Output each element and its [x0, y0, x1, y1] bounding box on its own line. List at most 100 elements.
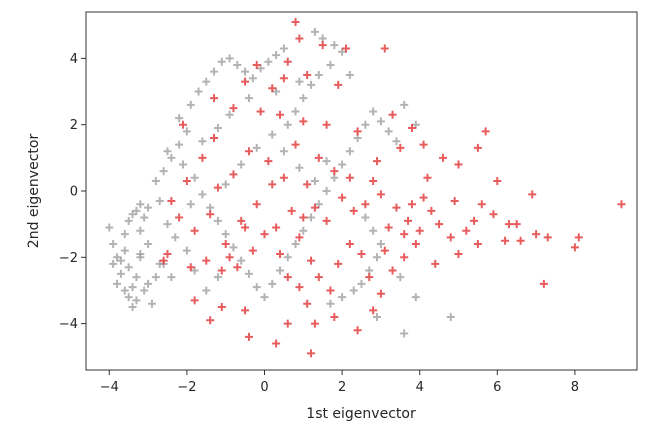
red-plus-marker — [326, 286, 335, 295]
red-plus-marker — [272, 339, 281, 348]
red-plus-marker — [369, 177, 378, 186]
red-plus-marker — [617, 200, 626, 209]
grey-plus-marker — [140, 213, 149, 222]
grey-plus-marker — [229, 243, 238, 252]
red-plus-marker — [241, 306, 250, 315]
grey-plus-marker — [113, 279, 122, 288]
red-plus-marker — [477, 200, 486, 209]
red-plus-marker — [411, 240, 420, 249]
red-plus-marker — [225, 253, 234, 262]
grey-plus-marker — [291, 240, 300, 249]
grey-plus-marker — [136, 253, 145, 262]
grey-plus-marker — [159, 167, 168, 176]
grey-plus-marker — [167, 153, 176, 162]
y-tick-label: 4 — [70, 52, 78, 67]
red-plus-marker — [256, 107, 265, 116]
red-plus-marker — [182, 177, 191, 186]
grey-plus-marker — [182, 127, 191, 136]
red-plus-marker — [221, 240, 230, 249]
red-plus-marker — [415, 226, 424, 235]
grey-plus-marker — [376, 240, 385, 249]
red-plus-marker — [299, 117, 308, 126]
red-plus-marker — [213, 183, 222, 192]
grey-plus-marker — [369, 107, 378, 116]
grey-plus-marker — [116, 269, 125, 278]
y-axis: −4 −2 0 2 4 — [59, 52, 86, 332]
grey-plus-marker — [217, 57, 226, 66]
red-plus-marker — [210, 133, 219, 142]
red-plus-marker — [303, 70, 312, 79]
red-plus-marker — [438, 153, 447, 162]
red-plus-marker — [252, 61, 261, 70]
x-tick-label: 0 — [260, 380, 268, 395]
red-plus-marker — [435, 220, 444, 229]
grey-plus-marker — [244, 94, 253, 103]
red-plus-marker — [310, 203, 319, 212]
grey-plus-marker — [109, 240, 118, 249]
red-plus-marker — [419, 193, 428, 202]
grey-plus-marker — [252, 283, 261, 292]
red-plus-marker — [450, 196, 459, 205]
grey-plus-marker — [295, 163, 304, 172]
red-plus-marker — [272, 223, 281, 232]
red-plus-marker — [276, 110, 285, 119]
y-tick-label: −2 — [59, 251, 78, 266]
red-plus-marker — [481, 127, 490, 136]
grey-plus-marker — [175, 114, 184, 123]
grey-plus-marker — [128, 283, 137, 292]
red-plus-marker — [307, 349, 316, 358]
y-tick-label: 2 — [70, 118, 78, 133]
grey-plus-marker — [171, 233, 180, 242]
grey-plus-marker — [128, 210, 137, 219]
grey-plus-marker — [349, 286, 358, 295]
red-plus-marker — [341, 44, 350, 53]
red-plus-marker — [190, 296, 199, 305]
grey-plus-marker — [124, 293, 133, 302]
red-plus-marker — [473, 240, 482, 249]
red-plus-marker — [303, 180, 312, 189]
grey-plus-marker — [299, 94, 308, 103]
grey-plus-marker — [213, 216, 222, 225]
grey-plus-marker — [140, 286, 149, 295]
red-plus-marker — [283, 57, 292, 66]
red-plus-marker — [501, 236, 510, 245]
red-plus-marker — [252, 200, 261, 209]
grey-plus-marker — [120, 246, 129, 255]
red-plus-marker — [353, 127, 362, 136]
grey-plus-marker — [213, 124, 222, 133]
red-plus-marker — [237, 216, 246, 225]
grey-plus-marker — [186, 200, 195, 209]
red-plus-marker — [314, 153, 323, 162]
red-plus-marker — [400, 230, 409, 239]
red-plus-marker — [427, 206, 436, 215]
red-plus-marker — [380, 44, 389, 53]
grey-plus-marker — [237, 160, 246, 169]
grey-plus-marker — [128, 303, 137, 312]
red-plus-marker — [528, 190, 537, 199]
red-plus-marker — [454, 249, 463, 258]
grey-plus-marker — [357, 279, 366, 288]
red-plus-marker — [431, 259, 440, 268]
grey-plus-marker — [392, 137, 401, 146]
red-plus-marker — [310, 319, 319, 328]
red-plus-marker — [210, 94, 219, 103]
x-tick-label: 8 — [571, 380, 579, 395]
grey-plus-marker — [155, 196, 164, 205]
x-axis: −4 −2 0 2 4 6 8 — [100, 370, 579, 395]
grey-plus-marker — [132, 273, 141, 282]
grey-plus-marker — [167, 273, 176, 282]
grey-plus-marker — [124, 216, 133, 225]
red-plus-marker — [244, 332, 253, 341]
red-plus-marker — [314, 273, 323, 282]
red-plus-marker — [179, 120, 188, 129]
red-plus-marker — [260, 230, 269, 239]
red-plus-marker — [268, 84, 277, 93]
red-plus-marker — [407, 200, 416, 209]
red-plus-marker — [516, 236, 525, 245]
red-plus-marker — [303, 299, 312, 308]
red-plus-marker — [345, 173, 354, 182]
red-plus-marker — [446, 233, 455, 242]
grey-plus-marker — [361, 120, 370, 129]
red-plus-marker — [233, 263, 242, 272]
grey-plus-marker — [376, 117, 385, 126]
